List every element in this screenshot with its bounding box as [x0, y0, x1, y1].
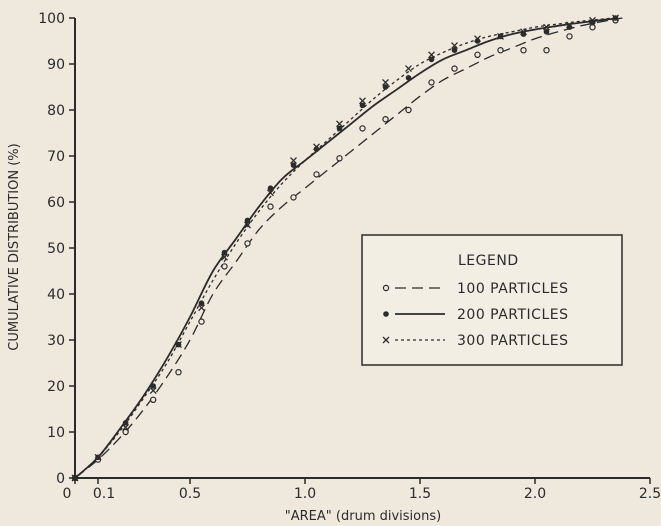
data-point-300-particles — [244, 221, 251, 229]
data-point-200-particles — [198, 300, 205, 307]
data-point-100-particles — [290, 194, 297, 201]
data-point-300-particles — [497, 32, 504, 40]
data-point-300-particles — [359, 97, 366, 105]
data-point-300-particles — [612, 14, 619, 22]
data-point-300-particles — [336, 120, 343, 128]
legend-title: LEGEND — [458, 253, 519, 269]
x-axis-title: "AREA" (drum divisions) — [285, 509, 441, 524]
y-tick-label: 50 — [47, 241, 65, 257]
x-tick-label: 0.5 — [179, 486, 201, 502]
data-point-100-particles — [566, 33, 573, 40]
series-line-100-particles — [74, 17, 623, 479]
data-point-300-particles — [589, 16, 596, 24]
x-tick-label: 0 — [63, 486, 72, 502]
y-tick-label: 100 — [38, 11, 65, 27]
data-point-100-particles — [149, 396, 157, 403]
data-point-200-particles — [244, 217, 251, 224]
y-tick-label: 20 — [47, 379, 65, 395]
y-tick-label: 70 — [47, 149, 65, 165]
legend-marker-300-particles — [382, 336, 390, 344]
data-point-300-particles — [290, 157, 297, 165]
data-point-300-particles — [175, 341, 182, 349]
x-tick-label: 1.0 — [294, 486, 316, 502]
data-point-300-particles — [428, 51, 435, 59]
data-point-100-particles — [405, 106, 412, 114]
legend-entry-300-particles: 300 PARTICLES — [382, 333, 569, 349]
data-point-100-particles — [198, 318, 205, 325]
legend-entry-200-particles: 200 PARTICLES — [383, 307, 568, 323]
y-tick-label: 80 — [47, 103, 65, 119]
data-point-100-particles — [543, 47, 550, 54]
data-point-300-particles — [543, 23, 550, 31]
data-point-300-particles — [451, 42, 458, 50]
data-point-100-particles — [520, 47, 527, 54]
legend-marker-200-particles — [383, 311, 389, 317]
series-300-particles — [71, 14, 619, 482]
data-point-200-particles — [267, 185, 274, 191]
data-point-100-particles — [474, 51, 481, 59]
data-point-200-particles — [428, 56, 435, 63]
data-point-200-particles — [336, 125, 343, 132]
legend-label-300-particles: 300 PARTICLES — [457, 333, 569, 349]
data-point-300-particles — [94, 453, 102, 461]
y-axis-title: CUMULATIVE DISTRIBUTION (%) — [7, 143, 22, 350]
series-layer — [71, 14, 623, 482]
x-tick-label: 0.1 — [93, 486, 115, 502]
y-tick-label: 0 — [56, 471, 65, 487]
data-point-200-particles — [290, 162, 297, 168]
data-point-200-particles — [451, 47, 458, 53]
legend-box — [361, 234, 623, 366]
x-tick-label: 2.0 — [524, 486, 546, 502]
data-point-200-particles — [359, 102, 366, 109]
data-point-300-particles — [474, 35, 481, 43]
data-point-300-particles — [382, 78, 389, 86]
y-tick-label: 10 — [47, 425, 65, 441]
data-point-200-particles — [221, 249, 228, 256]
x-tick-label: 1.5 — [409, 486, 431, 502]
data-point-300-particles — [122, 423, 130, 431]
data-point-100-particles — [428, 79, 435, 86]
x-axis-ticks: 0 0.1 0.5 1.0 1.5 2.0 2.5 — [63, 478, 661, 502]
y-tick-label: 40 — [47, 287, 65, 303]
y-tick-label: 90 — [47, 57, 65, 73]
legend-label-200-particles: 200 PARTICLES — [457, 307, 569, 323]
data-point-200-particles — [543, 29, 550, 35]
data-point-300-particles — [405, 65, 412, 73]
data-point-300-particles — [566, 21, 573, 29]
data-point-300-particles — [520, 28, 527, 36]
data-point-100-particles — [359, 125, 366, 132]
legend-marker-100-particles — [382, 284, 390, 292]
data-point-100-particles — [336, 155, 343, 162]
data-point-100-particles — [451, 65, 458, 72]
data-point-100-particles — [313, 171, 320, 178]
x-tick-label: 2.5 — [639, 486, 661, 502]
data-point-200-particles — [382, 84, 389, 90]
data-point-100-particles — [382, 115, 389, 123]
legend: LEGEND 100 PARTICLES 200 PARTICLES 300 PAR… — [361, 234, 623, 366]
data-point-300-particles — [71, 474, 79, 482]
y-axis-ticks: 0 10 20 30 40 50 60 70 80 90 100 — [38, 11, 75, 487]
data-point-200-particles — [122, 420, 129, 426]
series-line-200-particles — [74, 17, 618, 479]
data-point-100-particles — [267, 203, 274, 210]
data-point-200-particles — [405, 75, 412, 81]
legend-label-100-particles: 100 PARTICLES — [457, 281, 569, 297]
data-point-100-particles — [122, 428, 129, 436]
data-point-200-particles — [150, 383, 156, 389]
y-tick-label: 60 — [47, 195, 65, 211]
legend-entry-100-particles: 100 PARTICLES — [382, 281, 569, 297]
data-point-100-particles — [175, 369, 182, 376]
data-point-300-particles — [267, 189, 274, 197]
data-point-300-particles — [198, 304, 205, 312]
data-point-300-particles — [221, 253, 228, 261]
y-tick-label: 30 — [47, 333, 65, 349]
legend-entries: 100 PARTICLES 200 PARTICLES 300 PARTICLES — [382, 281, 569, 349]
data-point-100-particles — [244, 240, 251, 247]
data-point-100-particles — [497, 47, 504, 54]
data-point-300-particles — [149, 387, 157, 395]
data-point-300-particles — [313, 143, 320, 151]
